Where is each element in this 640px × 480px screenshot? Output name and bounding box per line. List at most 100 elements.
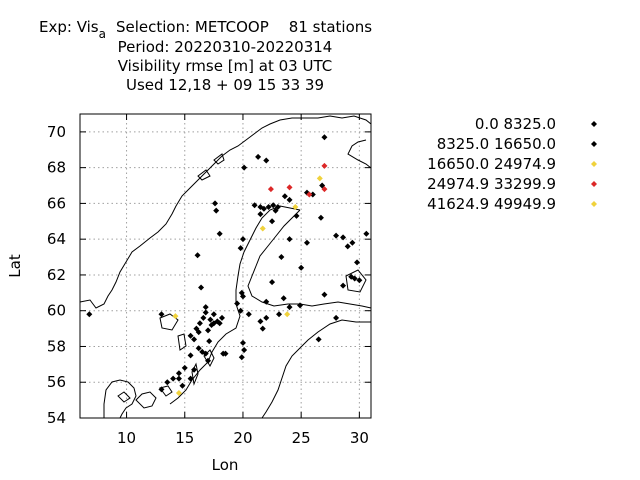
data-point-series-0 (195, 329, 202, 336)
data-point-series-0 (298, 264, 305, 271)
data-point-series-0 (265, 203, 272, 210)
data-point-series-1 (175, 375, 182, 382)
data-point-series-1 (296, 302, 303, 309)
data-point-series-2 (316, 175, 323, 182)
x-tick-label: 10 (117, 429, 136, 447)
data-point-series-0 (317, 214, 324, 221)
data-point-series-2 (259, 225, 266, 232)
data-point-series-3 (321, 186, 328, 193)
plot-area (79, 113, 372, 419)
data-point-series-0 (344, 243, 351, 250)
data-point-series-0 (202, 309, 209, 316)
data-point-series-0 (202, 304, 209, 311)
data-point-series-0 (280, 295, 287, 302)
data-point-series-0 (259, 325, 266, 332)
axis-ticks (80, 114, 371, 419)
data-point-series-0 (303, 239, 310, 246)
x-tick-label: 15 (175, 429, 194, 447)
coastline-map (79, 115, 372, 419)
data-point-series-0 (340, 234, 347, 241)
data-point-series-0 (349, 239, 356, 246)
y-axis-label: Lat (6, 254, 24, 278)
data-point-series-0 (210, 311, 217, 318)
x-tick-label: 25 (292, 429, 311, 447)
data-point-series-0 (363, 230, 370, 237)
data-point-series-0 (260, 205, 267, 212)
legend-label: 8325.0 16650.0 (437, 135, 556, 153)
data-point-series-3 (306, 191, 313, 198)
data-point-series-4 (175, 389, 182, 396)
data-point-series-3 (267, 186, 274, 193)
legend-label: 0.0 8325.0 (475, 115, 556, 133)
data-point-series-2 (284, 311, 291, 318)
y-tick-label: 66 (47, 194, 66, 212)
data-point-series-0 (270, 202, 277, 209)
data-point-series-0 (281, 193, 288, 200)
data-point-series-0 (251, 202, 258, 209)
data-point-series-0 (181, 364, 188, 371)
legend-marker (591, 121, 597, 127)
x-axis-label: Lon (212, 456, 239, 474)
data-point-series-0 (187, 375, 194, 382)
data-point-series-0 (216, 320, 223, 327)
data-point-series-0 (276, 311, 283, 318)
data-point-series-0 (164, 379, 171, 386)
data-point-series-0 (239, 339, 246, 346)
data-point-series-0 (286, 304, 293, 311)
legend-marker (591, 181, 597, 187)
data-point-series-0 (205, 357, 212, 364)
data-point-series-0 (238, 289, 245, 296)
legend-marker (591, 141, 597, 147)
data-point-series-0 (269, 279, 276, 286)
header-exp-subscript: a (99, 27, 106, 41)
data-point-series-0 (187, 352, 194, 359)
data-point-series-0 (315, 336, 322, 343)
y-tick-label: 64 (47, 230, 66, 248)
legend: 0.0 8325.0 8325.0 16650.0 16650.0 24974.9 2… (427, 115, 597, 213)
data-point-series-0 (191, 336, 198, 343)
data-point-series-0 (263, 314, 270, 321)
data-point-series-0 (198, 284, 205, 291)
data-point-series-0 (286, 236, 293, 243)
data-point-series-0 (257, 318, 264, 325)
data-point-series-0 (219, 314, 226, 321)
data-point-series-0 (175, 370, 182, 377)
data-point-series-0 (207, 316, 214, 323)
data-point-series-3 (321, 162, 328, 169)
data-point-series-0 (220, 350, 227, 357)
data-point-series-0 (195, 345, 202, 352)
y-tick-label: 56 (47, 373, 66, 391)
x-tick-label: 30 (350, 429, 369, 447)
data-point-series-0 (263, 298, 270, 305)
data-point-series-0 (263, 157, 270, 164)
legend-label: 16650.0 24974.9 (427, 155, 556, 173)
data-point-series-0 (216, 230, 223, 237)
header-period: Period: 20220310-20220314 (118, 38, 333, 56)
legend-marker (591, 201, 597, 207)
header-used: Used 12,18 + 09 15 33 39 (126, 76, 324, 94)
data-point-series-2 (172, 313, 179, 320)
legend-label: 24974.9 33299.9 (427, 175, 556, 193)
data-point-series-3 (286, 184, 293, 191)
data-point-series-0 (179, 382, 186, 389)
y-tick-label: 54 (47, 409, 66, 427)
data-point-series-0 (257, 211, 264, 218)
data-point-series-0 (255, 153, 262, 160)
y-tick-label: 68 (47, 159, 66, 177)
header-stations: 81 stations (289, 18, 372, 36)
header-line1: Exp: Visa Selection: METCOOP 81 stations (39, 18, 372, 41)
x-tick-labels: 10 15 20 25 30 (117, 429, 369, 447)
plot-frame (79, 113, 372, 419)
data-markers (86, 134, 370, 396)
data-point-series-0 (245, 311, 252, 318)
header-exp: Exp: Vis (39, 18, 99, 36)
data-point-series-0 (309, 191, 316, 198)
data-point-series-0 (278, 254, 285, 261)
data-point-series-0 (196, 320, 203, 327)
data-point-series-0 (194, 252, 201, 259)
data-point-series-0 (213, 207, 220, 214)
data-point-series-0 (354, 259, 361, 266)
data-point-series-0 (269, 218, 276, 225)
data-point-series-0 (187, 332, 194, 339)
data-point-series-0 (200, 314, 207, 321)
